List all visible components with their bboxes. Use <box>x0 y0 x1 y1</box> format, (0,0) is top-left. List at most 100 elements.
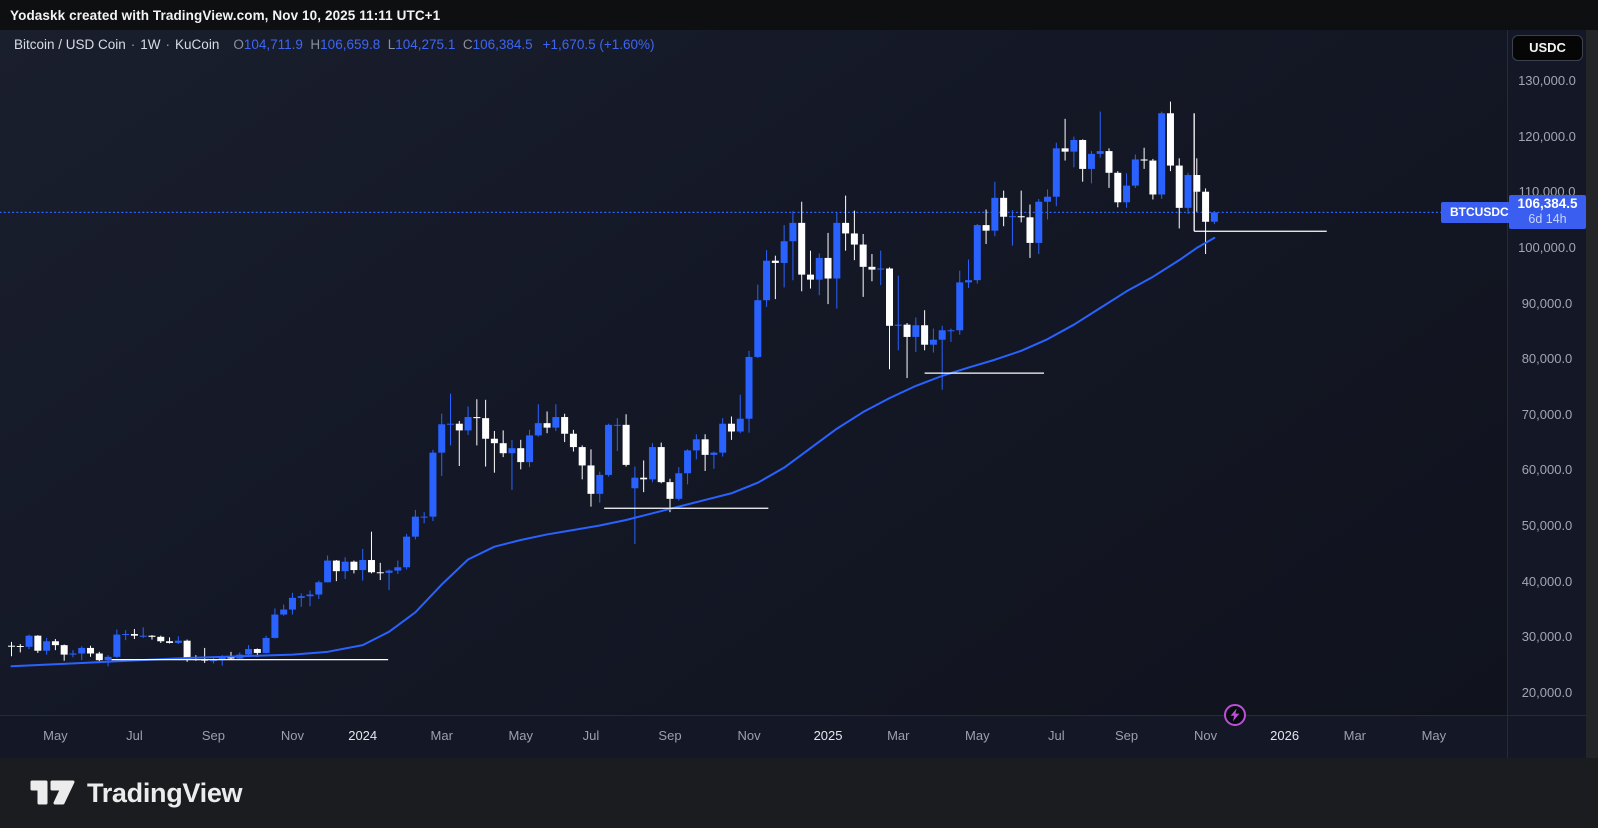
candle-body <box>1035 201 1043 243</box>
time-tick-month-label: May <box>43 728 68 743</box>
candle-body <box>745 356 753 419</box>
legend-separator: · <box>130 37 136 52</box>
legend-interval[interactable]: 1W <box>140 37 161 52</box>
candle-body <box>1114 172 1122 203</box>
candle-body <box>798 222 806 275</box>
time-tick-month-label: May <box>508 728 534 743</box>
candle-body <box>113 634 121 657</box>
candle-body <box>675 473 683 499</box>
price-tick-label: 20,000.0 <box>1521 685 1573 700</box>
candlestick-chart[interactable] <box>0 30 1507 715</box>
candle-body <box>411 516 419 537</box>
candle-body <box>157 636 165 642</box>
symbol-price-tag: BTCUSDC <box>1441 202 1518 223</box>
legend-symbol[interactable]: Bitcoin / USD Coin <box>14 37 126 52</box>
high-label: H <box>310 37 321 52</box>
candle-body <box>324 560 332 583</box>
candle-body <box>552 417 560 428</box>
time-tick-month-label: Mar <box>430 728 453 743</box>
time-tick-month-label: Jul <box>1048 728 1065 743</box>
candle-body <box>912 325 920 337</box>
time-tick-year-label: 2026 <box>1270 728 1300 743</box>
candle-body <box>956 282 964 331</box>
high-value: 106,659.8 <box>320 37 381 52</box>
candle-body <box>965 280 973 283</box>
candle-body <box>385 570 393 573</box>
candle-body <box>122 634 130 636</box>
current-price-value: 106,384.5 <box>1517 196 1578 211</box>
candle-body <box>297 596 305 598</box>
candle-body <box>1000 197 1008 217</box>
legend: Bitcoin / USD Coin · 1W · KuCoin O104,711.9 H… <box>14 37 655 52</box>
time-tick-month-label: Sep <box>1114 728 1139 743</box>
tradingview-wordmark: TradingView <box>87 777 243 808</box>
candle-body <box>666 482 674 499</box>
candle-body <box>1131 159 1139 186</box>
lightning-marker[interactable] <box>1224 704 1246 726</box>
price-tick-label: 40,000.0 <box>1521 573 1573 589</box>
candle-body <box>8 645 15 647</box>
candle-body <box>508 448 516 454</box>
tradingview-logo-link[interactable]: TradingView <box>30 777 243 809</box>
price-tick-label: 80,000.0 <box>1521 351 1573 367</box>
legend-separator: · <box>165 37 171 52</box>
price-tick-label: 70,000.0 <box>1521 406 1573 422</box>
candle-body <box>622 424 630 465</box>
candle-body <box>288 597 296 610</box>
candle-body <box>148 635 156 637</box>
time-tick-month-label: May <box>965 728 990 743</box>
candle-body <box>1140 159 1148 161</box>
candle-body <box>517 448 525 463</box>
lightning-icon <box>1230 708 1240 722</box>
candle-body <box>34 635 42 651</box>
candle-body <box>1070 139 1078 152</box>
candle-body <box>482 418 490 439</box>
candle-body <box>1184 175 1192 208</box>
candle-body <box>613 424 621 426</box>
candle-body <box>43 641 51 651</box>
candle-body <box>1149 160 1157 195</box>
candle-body <box>596 474 604 494</box>
candle-body <box>991 197 999 231</box>
candle-body <box>253 649 261 653</box>
candle-body <box>376 572 384 574</box>
candle-body <box>367 560 375 573</box>
candle-body <box>921 325 929 345</box>
candle-body <box>1158 113 1166 195</box>
price-axis[interactable]: USDC 130,000.0 120,000.0 110,000.0 100,000.… <box>1507 30 1586 758</box>
chart-plot-area[interactable]: Bitcoin / USD Coin · 1W · KuCoin O104,711.9 H… <box>0 30 1507 715</box>
time-tick-month-label: Nov <box>737 728 761 743</box>
time-tick-month-label: Mar <box>887 728 910 743</box>
candle-body <box>350 561 358 571</box>
candle-body <box>1061 148 1069 152</box>
price-tick-label: 100,000.0 <box>1518 239 1576 255</box>
candle-body <box>490 438 498 444</box>
low-label: L <box>387 37 396 52</box>
time-tick-month-label: Jul <box>582 728 600 743</box>
candle-body <box>139 635 147 637</box>
candle-body <box>648 447 656 480</box>
candle-body <box>394 567 402 571</box>
candle-body <box>894 324 902 326</box>
currency-toggle-button[interactable]: USDC <box>1512 35 1583 61</box>
candle-body <box>1044 196 1052 202</box>
time-axis[interactable]: May Jul Sep Nov 2024 Mar May Jul Sep Nov 2025 Mar Ma… <box>0 715 1586 758</box>
tradingview-logo-icon <box>30 780 75 805</box>
candle-body <box>315 582 323 595</box>
attribution-bar: Yodaskk created with TradingView.com, No… <box>0 0 1598 30</box>
candle-body <box>78 647 86 654</box>
candle-body <box>657 447 665 483</box>
candle-body <box>719 423 727 453</box>
footer-bar: TradingView <box>0 758 1598 828</box>
open-value: 104,711.9 <box>243 37 303 52</box>
candle-body <box>69 653 77 655</box>
candle-body <box>95 653 103 661</box>
candle-body <box>271 614 279 638</box>
candle-body <box>684 450 692 474</box>
candle-body <box>359 560 367 571</box>
candle-body <box>631 477 639 489</box>
candle-body <box>1123 185 1131 203</box>
candle-body <box>227 656 235 659</box>
candle-body <box>842 222 850 234</box>
